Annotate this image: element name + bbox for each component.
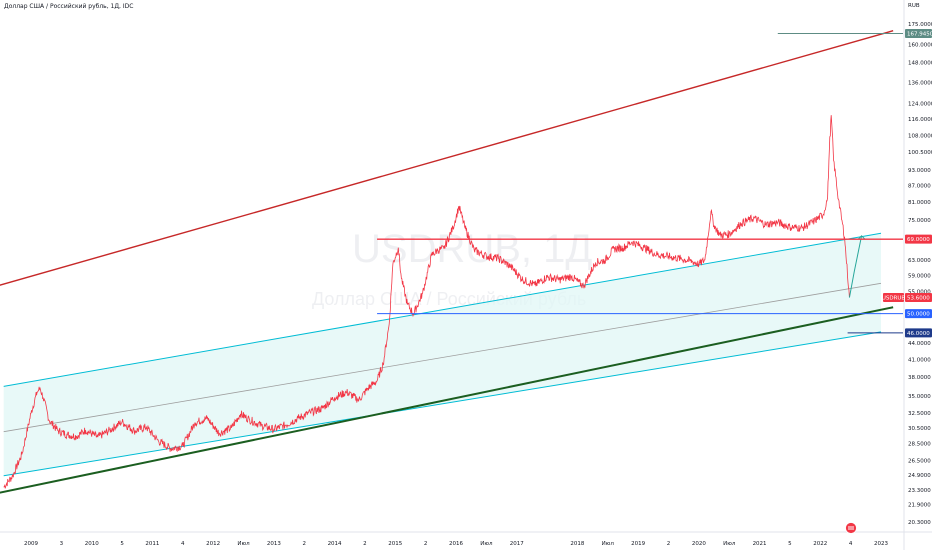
price-badge (905, 234, 932, 244)
y-tick-label: 23.3000 (908, 488, 931, 494)
x-tick-label: Июл (602, 541, 615, 547)
x-tick-label: 3 (60, 541, 64, 547)
channel-upper-line (3, 232, 882, 387)
y-tick-label: 55.0000 (908, 290, 931, 296)
resistance-trendline (0, 30, 894, 286)
arrow-head-icon (858, 235, 865, 240)
chart-title: Доллар США / Российский рубль, 1Д, IDC (4, 3, 134, 10)
x-tick-label: 2020 (692, 541, 706, 547)
y-tick-label: 21.9000 (908, 502, 931, 508)
y-tick-label: 24.9000 (908, 473, 931, 479)
y-tick-label: 108.0000 (908, 134, 932, 140)
x-tick-label: 2022 (813, 541, 827, 547)
y-tick-label: 63.0000 (908, 258, 931, 264)
price-badge (905, 309, 932, 319)
x-tick-label: Июл (480, 541, 493, 547)
x-tick-label: 2 (667, 541, 671, 547)
y-tick-label: 160.0000 (908, 43, 932, 49)
y-tick-label: 41.0000 (908, 357, 931, 363)
y-tick-label: 87.0000 (908, 184, 931, 190)
x-tick-label: Июл (237, 541, 250, 547)
y-tick-label: 136.0000 (908, 80, 932, 86)
x-tick-label: Июл (723, 541, 736, 547)
y-tick-label: 100.5000 (908, 150, 932, 156)
y-tick-label: 81.0000 (908, 200, 931, 206)
x-tick-label: 4 (849, 541, 853, 547)
x-tick-label: 2014 (328, 541, 342, 547)
flag-icon[interactable] (845, 522, 857, 534)
symbol-badge (883, 293, 904, 303)
channel-lower-line (3, 331, 882, 477)
x-tick-label: 2016 (449, 541, 463, 547)
price-badge (905, 328, 932, 338)
price-badge-label: 167.9450 (907, 32, 932, 38)
support-trendline (0, 306, 894, 494)
channel-fill (3, 233, 881, 476)
y-tick-label: 20.3000 (908, 520, 931, 526)
channel-mid-line (3, 282, 882, 433)
price-line (3, 115, 850, 489)
y-tick-label: 26.5000 (908, 458, 931, 464)
x-tick-label: 2011 (145, 541, 159, 547)
x-tick-label: 2009 (24, 541, 38, 547)
price-badge-label: 53.6000 (907, 296, 930, 302)
y-tick-label: 35.0000 (908, 394, 931, 400)
price-badge (905, 29, 932, 39)
projection-arrow (848, 235, 863, 298)
x-tick-label: 5 (120, 541, 124, 547)
x-tick-label: 2019 (631, 541, 645, 547)
y-tick-label: 44.0000 (908, 341, 931, 347)
x-tick-label: 2010 (85, 541, 99, 547)
x-tick-label: 2021 (753, 541, 767, 547)
y-tick-label: 148.0000 (908, 61, 932, 67)
x-tick-label: 2 (424, 541, 428, 547)
y-tick-label: 28.5000 (908, 442, 931, 448)
x-tick-label: 2013 (267, 541, 281, 547)
y-tick-label: 116.0000 (908, 117, 932, 123)
price-badge-label: 50.0000 (907, 312, 930, 318)
x-tick-label: 2017 (510, 541, 524, 547)
price-badge (905, 293, 932, 303)
y-tick-label: 124.0000 (908, 102, 932, 108)
y-tick-label: 59.0000 (908, 273, 931, 279)
x-tick-label: 2012 (206, 541, 220, 547)
y-tick-label: 38.0000 (908, 375, 931, 381)
x-tick-label: 2 (302, 541, 306, 547)
x-tick-label: 2018 (570, 541, 584, 547)
y-tick-label: 32.5000 (908, 411, 931, 417)
y-tick-label: 93.0000 (908, 168, 931, 174)
x-tick-label: 2023 (874, 541, 888, 547)
x-tick-label: 4 (181, 541, 185, 547)
price-badge-label: 69.0000 (907, 237, 930, 243)
currency-label: RUB (908, 3, 920, 9)
x-tick-label: 2 (363, 541, 367, 547)
x-tick-label: 2015 (388, 541, 402, 547)
symbol-badge-label: USDRUB (882, 296, 906, 302)
x-tick-label: 5 (788, 541, 792, 547)
y-tick-label: 30.5000 (908, 426, 931, 432)
y-tick-label: 175.0000 (908, 22, 932, 28)
y-tick-label: 75.0000 (908, 218, 931, 224)
price-badge-label: 46.0000 (907, 331, 930, 337)
watermark-symbol: USDRUB, 1Д (352, 227, 592, 271)
